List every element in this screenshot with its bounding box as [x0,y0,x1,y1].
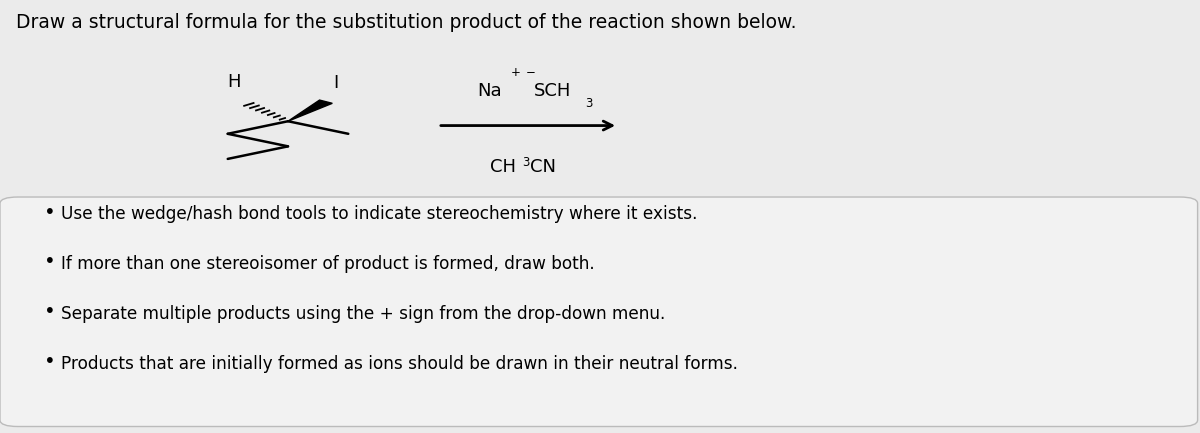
Text: +: + [511,66,521,79]
Text: CH: CH [490,158,516,176]
Text: Draw a structural formula for the substitution product of the reaction shown bel: Draw a structural formula for the substi… [16,13,796,32]
Text: H: H [227,73,240,91]
Text: Use the wedge/hash bond tools to indicate stereochemistry where it exists.: Use the wedge/hash bond tools to indicat… [61,205,697,223]
Text: 3: 3 [586,97,593,110]
Text: •: • [44,352,56,371]
Text: •: • [44,252,56,271]
Polygon shape [288,100,332,121]
Text: CN: CN [530,158,557,176]
Text: −: − [526,66,535,79]
Text: I: I [332,74,338,92]
Text: Products that are initially formed as ions should be drawn in their neutral form: Products that are initially formed as io… [61,355,738,373]
Text: •: • [44,302,56,321]
Text: •: • [44,203,56,222]
Text: Separate multiple products using the + sign from the drop-down menu.: Separate multiple products using the + s… [61,305,666,323]
Text: If more than one stereoisomer of product is formed, draw both.: If more than one stereoisomer of product… [61,255,595,273]
Text: SCH: SCH [534,81,571,100]
Text: Na: Na [478,81,503,100]
FancyBboxPatch shape [0,197,1198,427]
Text: 3: 3 [522,156,529,169]
